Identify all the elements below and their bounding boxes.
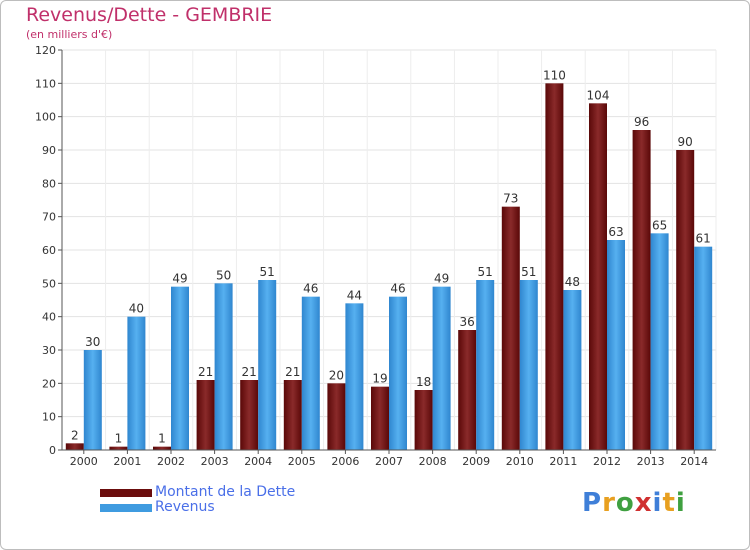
y-tick-label: 80 bbox=[42, 177, 56, 190]
y-tick-label: 40 bbox=[42, 311, 56, 324]
data-label-dette: 19 bbox=[372, 372, 387, 386]
y-tick-label: 110 bbox=[35, 77, 56, 90]
bar-dette bbox=[589, 103, 607, 450]
data-label-revenus: 61 bbox=[696, 232, 711, 246]
data-label-dette: 2 bbox=[71, 428, 79, 442]
data-label-revenus: 46 bbox=[303, 282, 318, 296]
data-label-revenus: 51 bbox=[260, 265, 275, 279]
data-label-dette: 1 bbox=[158, 432, 166, 446]
data-label-dette: 18 bbox=[416, 375, 431, 389]
x-tick-label: 2000 bbox=[70, 455, 98, 468]
bar-dette bbox=[327, 383, 346, 450]
x-tick-label: 2003 bbox=[201, 455, 229, 468]
x-tick-label: 2010 bbox=[506, 455, 534, 468]
chart-title: Revenus/Dette - GEMBRIE bbox=[26, 4, 273, 26]
data-label-dette: 110 bbox=[543, 68, 566, 82]
x-tick-label: 2004 bbox=[244, 455, 272, 468]
data-label-revenus: 49 bbox=[434, 272, 449, 286]
y-tick-label: 70 bbox=[42, 211, 56, 224]
data-label-dette: 21 bbox=[242, 365, 257, 379]
bar-revenus bbox=[607, 240, 625, 450]
y-tick-label: 0 bbox=[49, 444, 56, 457]
bar-dette bbox=[240, 380, 259, 450]
data-label-revenus: 44 bbox=[347, 288, 362, 302]
data-label-dette: 104 bbox=[587, 88, 610, 102]
data-label-dette: 73 bbox=[503, 192, 518, 206]
bar-dette bbox=[632, 130, 651, 450]
data-label-dette: 90 bbox=[678, 135, 693, 149]
x-tick-label: 2011 bbox=[549, 455, 577, 468]
y-tick-label: 10 bbox=[42, 411, 56, 424]
bar-revenus bbox=[650, 233, 669, 450]
chart-subtitle: (en milliers d'€) bbox=[26, 28, 113, 41]
proxiti-logo: Proxiti bbox=[582, 488, 686, 518]
bar-dette bbox=[414, 390, 433, 450]
y-tick-label: 30 bbox=[42, 344, 56, 357]
data-label-revenus: 65 bbox=[652, 218, 667, 232]
data-label-dette: 1 bbox=[115, 432, 123, 446]
data-label-dette: 96 bbox=[634, 115, 649, 129]
data-label-revenus: 46 bbox=[390, 282, 405, 296]
bar-revenus bbox=[127, 316, 146, 450]
data-label-revenus: 50 bbox=[216, 268, 231, 282]
bar-revenus bbox=[83, 350, 102, 450]
x-tick-label: 2001 bbox=[113, 455, 141, 468]
x-tick-label: 2014 bbox=[680, 455, 708, 468]
y-tick-label: 100 bbox=[35, 111, 56, 124]
data-label-dette: 36 bbox=[460, 315, 475, 329]
data-label-revenus: 40 bbox=[129, 302, 144, 316]
data-label-dette: 20 bbox=[329, 368, 344, 382]
bar-dette bbox=[371, 386, 389, 450]
legend-swatch-revenus bbox=[100, 504, 152, 512]
x-tick-label: 2013 bbox=[637, 455, 665, 468]
bar-revenus bbox=[345, 303, 364, 450]
x-tick-label: 2012 bbox=[593, 455, 621, 468]
bar-dette bbox=[153, 446, 171, 450]
bar-revenus bbox=[171, 286, 189, 450]
x-tick-label: 2006 bbox=[331, 455, 359, 468]
x-tick-label: 2002 bbox=[157, 455, 185, 468]
x-tick-label: 2008 bbox=[419, 455, 447, 468]
bar-revenus bbox=[476, 280, 495, 450]
bar-dette bbox=[109, 446, 128, 450]
y-tick-label: 120 bbox=[35, 44, 56, 57]
bar-dette bbox=[676, 150, 695, 450]
y-tick-label: 90 bbox=[42, 144, 56, 157]
data-label-dette: 21 bbox=[285, 365, 300, 379]
data-label-revenus: 30 bbox=[85, 335, 100, 349]
bar-revenus bbox=[432, 286, 451, 450]
legend-swatch-dette bbox=[100, 489, 152, 497]
data-label-revenus: 48 bbox=[565, 275, 580, 289]
data-label-dette: 21 bbox=[198, 365, 213, 379]
data-label-revenus: 51 bbox=[521, 265, 536, 279]
x-tick-label: 2007 bbox=[375, 455, 403, 468]
y-tick-label: 60 bbox=[42, 244, 56, 257]
bar-revenus bbox=[301, 296, 320, 450]
legend-label-revenus: Revenus bbox=[155, 499, 215, 515]
data-label-revenus: 63 bbox=[608, 225, 623, 239]
bar-dette bbox=[501, 206, 520, 450]
bar-revenus bbox=[214, 283, 233, 450]
bar-dette bbox=[196, 380, 215, 450]
legend-label-dette: Montant de la Dette bbox=[155, 484, 296, 500]
x-tick-label: 2009 bbox=[462, 455, 490, 468]
bar-dette bbox=[65, 443, 84, 450]
y-tick-label: 20 bbox=[42, 377, 56, 390]
data-label-revenus: 49 bbox=[172, 272, 187, 286]
y-tick-label: 50 bbox=[42, 277, 56, 290]
bar-dette bbox=[283, 380, 302, 450]
bar-revenus bbox=[519, 280, 538, 450]
bar-revenus bbox=[563, 290, 582, 450]
bar-revenus bbox=[258, 280, 277, 450]
bar-dette bbox=[545, 83, 564, 450]
bar-revenus bbox=[694, 246, 713, 450]
x-tick-label: 2005 bbox=[288, 455, 316, 468]
bar-dette bbox=[458, 330, 477, 450]
bar-revenus bbox=[389, 296, 407, 450]
data-label-revenus: 51 bbox=[478, 265, 493, 279]
